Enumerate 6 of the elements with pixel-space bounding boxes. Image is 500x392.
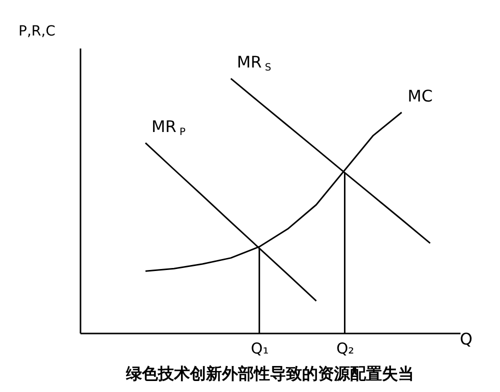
x-tick-label: Q₁ [250,340,269,358]
y-axis-title: P,R,C [18,24,56,40]
x-axis-title: Q [460,330,472,348]
x-tick-label: Q₂ [336,340,354,358]
text: 绿色技术创新外部性导致的资源配置失当 [125,364,414,383]
series-label: MC [408,86,433,106]
